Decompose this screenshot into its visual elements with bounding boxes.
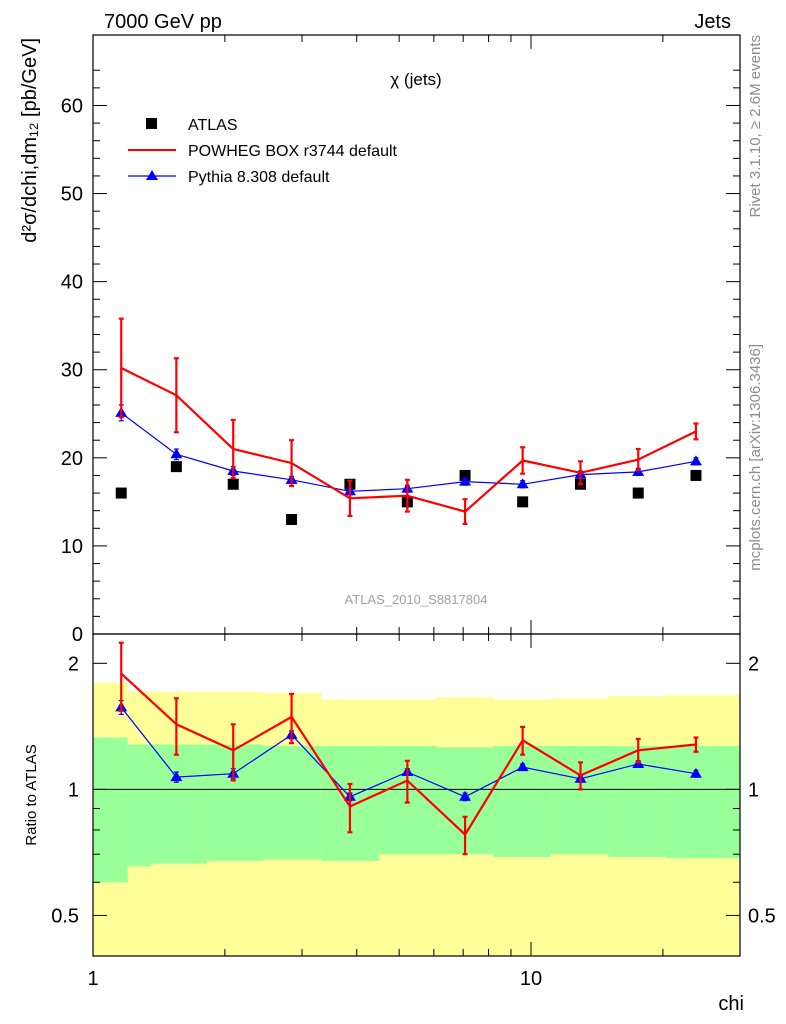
header-left: 7000 GeV pp bbox=[104, 11, 222, 33]
ratio-y-tick-label-right: 2 bbox=[748, 653, 759, 675]
y-tick-label: 0 bbox=[72, 624, 83, 646]
ratio-pythia-marker bbox=[689, 767, 702, 778]
ratio-pythia-marker bbox=[516, 761, 529, 772]
band-inner bbox=[93, 737, 129, 883]
ratio-y-tick-label: 2 bbox=[68, 653, 79, 675]
analysis-watermark: ATLAS_2010_S8817804 bbox=[345, 592, 488, 607]
atlas-point bbox=[170, 461, 182, 473]
legend-atlas-marker bbox=[146, 118, 157, 129]
pythia-marker bbox=[459, 475, 472, 486]
atlas-point bbox=[690, 469, 702, 481]
band-inner bbox=[206, 744, 264, 861]
data-series bbox=[115, 317, 702, 856]
legend-pythia-label: Pythia 8.308 default bbox=[188, 169, 330, 186]
mcplots-label: mcplots.cern.ch [arXiv:1306.3436] bbox=[747, 344, 764, 571]
y-axis-label: d²σ/dchi,dm₁₂ [pb/GeV] bbox=[19, 38, 41, 243]
y-tick-label: 40 bbox=[61, 272, 83, 294]
x-tick-label: 10 bbox=[520, 968, 542, 990]
ratio-y-tick-label-right: 1 bbox=[748, 779, 759, 801]
ratio-y-tick-label-right: 0.5 bbox=[748, 905, 776, 927]
atlas-point bbox=[632, 487, 644, 499]
ratio-y-axis-label: Ratio to ATLAS bbox=[23, 744, 40, 845]
ratio-y-tick-label: 1 bbox=[68, 779, 79, 801]
plot-title: χ (jets) bbox=[390, 70, 441, 89]
atlas-point bbox=[517, 496, 529, 508]
legend-powheg-label: POWHEG BOX r3744 default bbox=[188, 143, 398, 160]
pythia-marker bbox=[170, 448, 183, 459]
y-tick-label: 10 bbox=[61, 536, 83, 558]
atlas-point bbox=[227, 478, 239, 490]
ratio-y-tick-label: 0.5 bbox=[51, 905, 79, 927]
pythia-marker bbox=[689, 455, 702, 466]
axis-ticks: 1 10 0 10 20 30 40 50 60 0.5 0.5 1 1 2 2 bbox=[51, 35, 776, 990]
pythia-marker bbox=[516, 478, 529, 489]
y-tick-label: 20 bbox=[61, 448, 83, 470]
atlas-point bbox=[459, 469, 471, 481]
legend-pythia-marker bbox=[146, 170, 158, 180]
atlas-point bbox=[115, 487, 127, 499]
legend-atlas-label: ATLAS bbox=[188, 117, 238, 134]
ratio-pythia-marker bbox=[459, 790, 472, 801]
rivet-label: Rivet 3.1.10, ≥ 2.6M events bbox=[747, 35, 764, 218]
band-inner bbox=[666, 745, 741, 859]
ratio-pythia-marker bbox=[170, 771, 183, 782]
y-tick-label: 60 bbox=[61, 95, 83, 117]
atlas-point bbox=[286, 513, 298, 525]
x-tick-label: 1 bbox=[87, 968, 98, 990]
ratio-uncertainty-bands bbox=[93, 682, 741, 956]
header-right: Jets bbox=[694, 11, 731, 33]
y-tick-label: 50 bbox=[61, 184, 83, 206]
ratio-plot-frame bbox=[92, 633, 741, 957]
y-tick-label: 30 bbox=[61, 360, 83, 382]
band-inner bbox=[127, 744, 152, 867]
band-inner bbox=[263, 745, 322, 860]
x-axis-label: chi bbox=[718, 993, 744, 1015]
legend: ATLAS POWHEG BOX r3744 default Pythia 8.… bbox=[128, 117, 398, 186]
band-inner bbox=[151, 744, 208, 864]
